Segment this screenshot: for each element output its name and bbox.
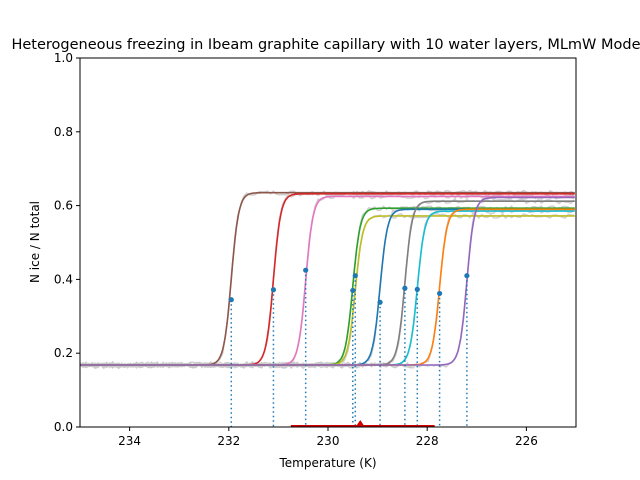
fit-curve-series-6 [80, 208, 575, 366]
freeze-midpoint-point [303, 267, 309, 273]
raw-data-trace [80, 205, 575, 369]
freeze-midpoint-point [228, 297, 234, 303]
raw-data-trace [80, 206, 575, 370]
y-tick-label: 0.2 [54, 346, 73, 360]
fit-curve-series-4 [80, 207, 575, 366]
raw-data-trace [80, 206, 575, 370]
plot-area [80, 189, 575, 427]
raw-data-trace [80, 193, 575, 370]
fit-curve-series-9 [80, 208, 575, 366]
fit-curve-series-5 [80, 215, 575, 366]
fit-curve-series-2 [80, 193, 575, 366]
x-tick-label: 232 [217, 434, 240, 448]
freeze-midpoint-point [414, 286, 420, 292]
freeze-midpoint-point [270, 287, 277, 293]
fit-curve-series-3 [80, 195, 575, 366]
freeze-midpoint-point [377, 299, 383, 305]
freeze-midpoint-point [402, 285, 408, 291]
freeze-midpoint-point [352, 273, 358, 279]
y-tick-label: 0.4 [54, 272, 73, 286]
axes: 234 232 230 228 226 0.0 0.2 0.4 0.6 0.8 1.0 [54, 51, 577, 448]
raw-data-trace [80, 198, 575, 369]
fit-curve-series-1 [80, 191, 575, 366]
fit-curve-series-10 [80, 196, 575, 366]
chart-title: Heterogeneous freezing in Ibeam graphite… [11, 37, 640, 53]
raw-data-trace [80, 190, 575, 370]
y-tick-label: 1.0 [54, 51, 73, 65]
mean-freeze-temperature-marker [356, 420, 365, 426]
raw-data-trace [80, 194, 575, 369]
y-axis-label: N ice / N total [28, 201, 42, 283]
x-tick-label: 230 [317, 434, 340, 448]
freeze-midpoint-point [464, 273, 470, 279]
x-tick-label: 226 [515, 434, 538, 448]
axes-frame [79, 57, 577, 428]
fit-curve-series-7 [80, 200, 575, 366]
x-tick-label: 228 [416, 434, 439, 448]
x-tick-label: 234 [118, 434, 141, 448]
y-tick-label: 0.6 [54, 199, 73, 213]
freeze-midpoint-point [350, 287, 356, 294]
y-tick-label: 0.0 [54, 420, 73, 434]
x-axis-label: Temperature (K) [278, 456, 376, 470]
fit-curve-series-8 [80, 210, 575, 366]
freeze-midpoint-point [437, 290, 443, 297]
raw-data-trace [80, 212, 575, 369]
raw-data-trace [80, 208, 575, 370]
y-tick-label: 0.8 [54, 125, 73, 139]
